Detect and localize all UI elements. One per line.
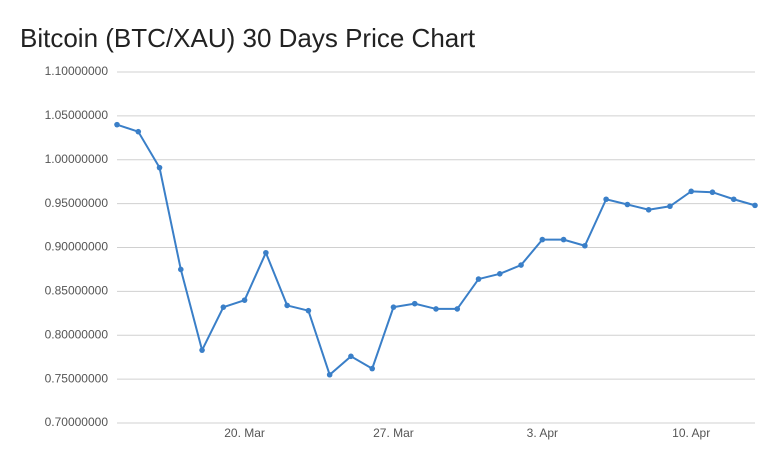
data-point bbox=[582, 242, 588, 249]
x-tick-label: 3. Apr bbox=[527, 426, 558, 440]
data-point bbox=[263, 249, 269, 256]
data-point bbox=[348, 353, 354, 360]
data-point bbox=[178, 266, 184, 273]
data-point bbox=[560, 236, 567, 243]
data-point bbox=[688, 188, 694, 195]
x-tick-label: 10. Apr bbox=[672, 426, 710, 440]
data-point bbox=[241, 297, 248, 303]
data-point bbox=[539, 236, 546, 243]
y-tick-label: 0.70000000 bbox=[45, 415, 109, 429]
x-tick-label: 27. Mar bbox=[373, 426, 414, 440]
data-point bbox=[645, 206, 652, 213]
y-tick-label: 1.10000000 bbox=[45, 64, 109, 78]
y-tick-label: 0.85000000 bbox=[45, 284, 109, 298]
data-point bbox=[709, 189, 716, 196]
series-line bbox=[116, 123, 756, 377]
chart-title: Bitcoin (BTC/XAU) 30 Days Price Chart bbox=[20, 23, 476, 53]
y-tick-label: 0.80000000 bbox=[45, 327, 109, 341]
y-tick-label: 1.00000000 bbox=[45, 152, 109, 166]
data-point bbox=[454, 306, 461, 312]
data-point bbox=[730, 196, 737, 203]
data-point bbox=[518, 262, 524, 268]
data-point bbox=[135, 128, 142, 135]
y-tick-label: 0.95000000 bbox=[45, 196, 109, 210]
data-point bbox=[667, 203, 673, 210]
data-point bbox=[326, 371, 333, 378]
data-point bbox=[433, 306, 439, 312]
data-point bbox=[475, 276, 482, 282]
x-tick-label: 20. Mar bbox=[224, 426, 265, 440]
data-point bbox=[624, 201, 631, 208]
data-point bbox=[284, 302, 290, 309]
y-tick-label: 0.75000000 bbox=[45, 371, 109, 385]
data-point bbox=[603, 196, 609, 203]
data-point bbox=[369, 365, 376, 372]
data-point bbox=[305, 307, 312, 314]
data-point bbox=[220, 304, 227, 310]
y-tick-label: 0.90000000 bbox=[45, 240, 109, 254]
data-point bbox=[114, 121, 120, 128]
y-tick-label: 1.05000000 bbox=[45, 108, 109, 122]
data-point bbox=[752, 202, 758, 209]
data-point bbox=[497, 271, 503, 277]
data-point bbox=[411, 300, 418, 307]
data-point bbox=[156, 164, 163, 171]
data-point bbox=[199, 347, 205, 353]
data-point bbox=[390, 304, 397, 310]
